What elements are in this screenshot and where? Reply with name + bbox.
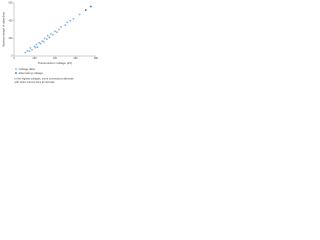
point [48,36,51,39]
point [50,33,52,35]
point [31,48,33,51]
point [35,43,38,46]
legend-label: alternating voltage [19,71,44,75]
x-tick-label: 200 [33,57,38,60]
point [41,40,44,42]
point [45,38,48,41]
annotation: In the highest voltages, some connection… [15,77,75,81]
point [89,5,92,8]
point [69,19,72,22]
point [58,28,60,31]
y-axis-label: Maximum length of cable (km) [2,12,6,47]
point [43,37,46,40]
point [39,42,42,45]
annotation: with direct current lines at intervals [15,80,55,84]
y-tick-label: 400 [9,19,14,22]
point [38,41,41,44]
point [66,21,69,24]
chart: Maximum length of cable (km) Transmissio… [2,2,99,85]
point [78,13,81,16]
point [54,30,56,33]
point [46,34,49,37]
point [72,18,75,20]
legend-marker [15,68,17,70]
x-tick-label: 400 [53,57,58,60]
point [36,46,39,49]
legend-label: voltage data [19,67,36,71]
point [56,31,58,34]
point [64,24,67,26]
legend-marker [15,72,17,74]
point [29,47,32,49]
point [60,25,63,28]
y-tick-label: 0 [11,55,13,58]
point [52,33,54,36]
point [24,51,27,54]
point [28,50,31,53]
point [33,45,36,48]
x-tick-label: 800 [94,57,99,60]
point [26,49,29,52]
point [84,9,87,11]
y-tick-label: 200 [9,37,14,40]
y-tick-label: 600 [9,2,14,5]
point [34,46,37,49]
x-axis-label: Transmission voltage (kV) [38,61,73,65]
x-tick-label: 600 [74,57,79,60]
x-tick-label: 0 [13,57,15,60]
point [42,40,45,43]
